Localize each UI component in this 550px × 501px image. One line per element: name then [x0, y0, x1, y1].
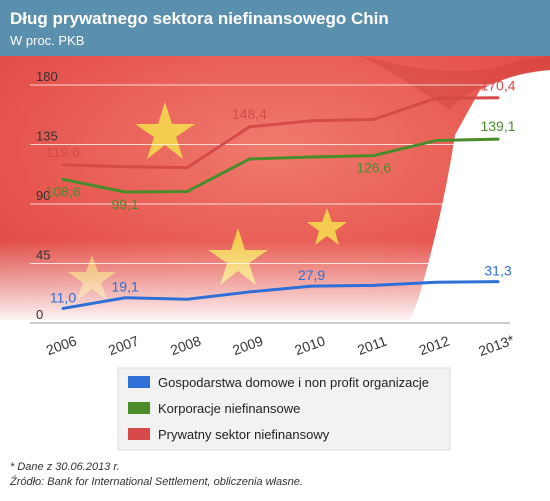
data-label: 148,4 — [232, 106, 267, 122]
chart-title: Dług prywatnego sektora niefinansowego C… — [10, 9, 389, 28]
chart-subtitle: W proc. PKB — [10, 33, 84, 48]
y-tick-label: 180 — [36, 69, 58, 84]
data-label: 11,0 — [50, 289, 76, 305]
flag-star-large — [135, 102, 195, 159]
x-tick-label: 2009 — [230, 332, 265, 358]
legend-swatch-red — [128, 428, 150, 440]
legend-swatch-blue — [128, 376, 150, 388]
legend-box — [117, 367, 451, 451]
y-tick-label: 90 — [36, 188, 50, 203]
legend-item-households: Gospodarstwa domowe i non profit organiz… — [128, 375, 429, 390]
series-lines — [61, 96, 500, 310]
x-tick-label: 2011 — [355, 333, 389, 358]
x-tick-label: 2007 — [106, 332, 141, 358]
footnote-source: Źródło: Bank for International Settlemen… — [9, 475, 303, 488]
flag-star-small-1 — [307, 208, 347, 245]
series-line — [61, 137, 500, 194]
data-label: 19,1 — [112, 279, 139, 295]
legend-item-corporations: Korporacje niefinansowe — [128, 401, 300, 416]
data-labels: 11,0 19,1 27,9 31,3 108,6 99,1 126,6 139,1 119,6… — [45, 78, 515, 306]
header-band — [0, 0, 550, 56]
data-label: 31,3 — [484, 263, 511, 279]
y-tick-label: 135 — [36, 129, 58, 144]
footnote-date: * Dane z 30.06.2013 r. — [10, 461, 120, 473]
series-line — [61, 96, 500, 170]
y-tick-label: 45 — [36, 248, 50, 263]
x-tick-label: 2013* — [476, 331, 516, 359]
data-label: 170,4 — [480, 78, 515, 94]
legend-swatch-green — [128, 402, 150, 414]
legend-label-private-sector: Prywatny sektor niefinansowy — [158, 427, 330, 442]
x-tick-label: 2008 — [168, 332, 203, 358]
legend-label-corporations: Korporacje niefinansowe — [158, 401, 300, 416]
flag-fold-shadow — [360, 56, 550, 110]
legend: Gospodarstwa domowe i non profit organiz… — [117, 367, 451, 451]
x-tick-label: 2010 — [292, 332, 327, 358]
legend-item-private-sector: Prywatny sektor niefinansowy — [128, 427, 330, 442]
y-axis-ticks: 0 45 90 135 180 — [36, 69, 58, 322]
data-label: 119,6 — [46, 144, 80, 160]
legend-label-households: Gospodarstwa domowe i non profit organiz… — [158, 375, 429, 390]
data-label: 27,9 — [298, 267, 325, 283]
y-tick-label: 0 — [36, 307, 43, 322]
data-label: 108,6 — [45, 183, 80, 199]
flag-background — [0, 56, 550, 325]
series-line — [61, 280, 500, 310]
x-tick-label: 2006 — [44, 332, 79, 358]
data-label: 139,1 — [480, 118, 515, 134]
x-tick-label: 2012 — [417, 332, 452, 358]
data-label: 99,1 — [112, 196, 139, 212]
grid-lines — [30, 84, 510, 324]
data-label: 126,6 — [356, 160, 391, 176]
x-axis-ticks: 2006 2007 2008 2009 2010 2011 2012 2013* — [44, 331, 517, 359]
